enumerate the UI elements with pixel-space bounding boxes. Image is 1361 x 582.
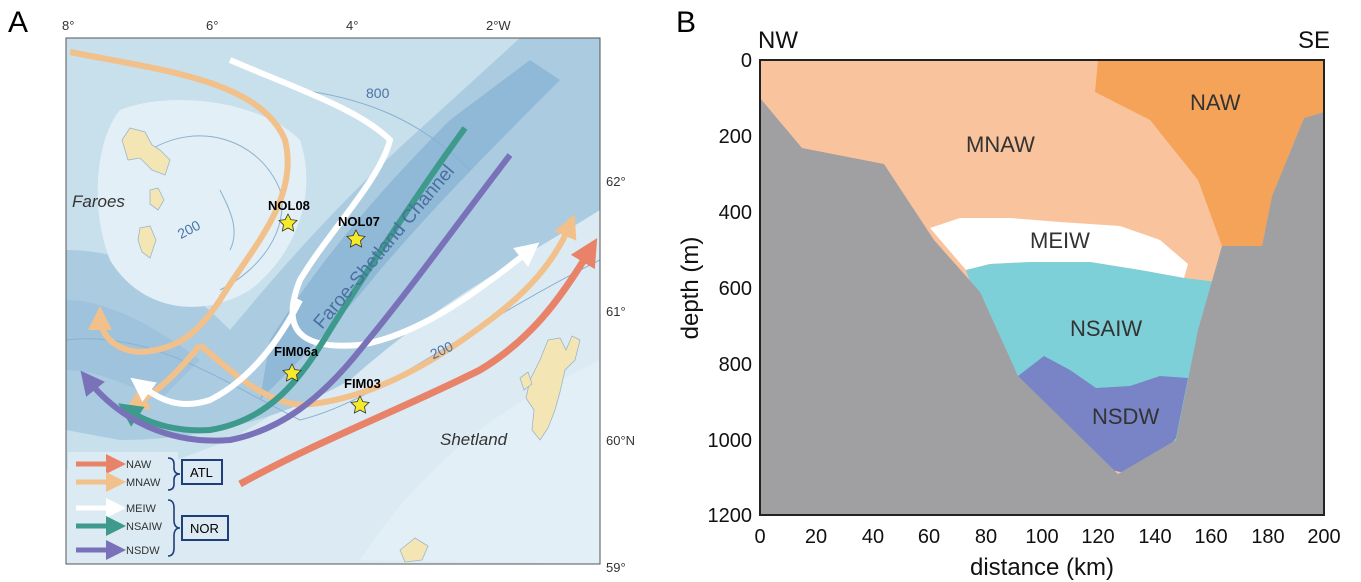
x-tick-label: 0 [754,526,765,548]
legend-group-atl [181,459,223,485]
station-fim03: FIM03 [344,376,381,414]
mnaw-current-arrow-b [198,213,577,409]
naw-region [1095,60,1324,246]
station-label: NOL07 [338,214,380,229]
contour-line [219,189,235,251]
lat-tick: 60°N [606,433,635,448]
lon-tick: 2°W [486,18,511,33]
map-legend: NAW MNAW MEIW NSAIW NSDW ATL NOR [68,452,229,562]
x-tick-label: 60 [918,526,940,548]
faroes-island [149,187,165,211]
nw-label: NW [758,27,798,54]
water-label-meiw: MEIW [1030,228,1090,253]
contour-line [299,89,471,171]
place-faroes: Faroes [72,192,125,211]
legend-bracket [167,457,181,491]
x-tick-label: 100 [1025,526,1058,548]
station-fim06a: FIM06a [274,344,319,382]
legend-group-label: NOR [190,521,219,536]
seafloor [760,98,1324,515]
x-axis: 0 20 40 60 80 100 120 140 160 180 200 di… [754,526,1340,581]
station-nol08: NOL08 [268,198,310,232]
map-border [65,37,601,565]
station-star-icon [350,395,370,414]
legend-group-label: ATL [190,465,213,480]
x-tick-label: 180 [1251,526,1284,548]
meiw-current-arrow-b [130,298,303,407]
x-tick-label: 40 [862,526,884,548]
x-axis-label: distance (km) [970,554,1114,581]
lon-tick: 4° [346,18,358,33]
naw-current-arrow [238,237,598,488]
panel-a-label: A [8,6,28,39]
contour-line [149,135,283,291]
y-tick-label: 200 [719,126,752,148]
meiw-region [930,218,1188,278]
bathymetry-channel [260,60,560,400]
contour-label-800: 800 [366,85,390,101]
lat-tick: 59° [606,560,626,575]
faroes-island [137,225,157,259]
orkney-island [399,537,429,563]
lon-tick: 8° [62,18,74,33]
station-label: NOL08 [268,198,310,213]
shetland-island [525,335,581,441]
y-tick-label: 400 [719,202,752,224]
y-axis-label: depth (m) [677,237,704,340]
x-tick-label: 160 [1194,526,1227,548]
section-plot [759,59,1325,516]
legend-label: NSAIW [126,521,163,533]
legend-bracket [167,499,181,557]
meiw-current-arrow-a [228,57,540,349]
legend-group-nor [181,515,229,541]
nsdw-current-arrow [80,153,513,444]
place-shetland: Shetland [440,430,508,449]
station-nol07: NOL07 [338,214,380,248]
x-tick-label: 140 [1138,526,1171,548]
lat-tick: 61° [606,304,626,319]
water-label-mnaw: MNAW [966,132,1035,157]
x-tick-label: 120 [1081,526,1114,548]
x-tick-label: 20 [805,526,827,548]
lon-tick: 6° [206,18,218,33]
x-tick-label: 80 [975,526,997,548]
plot-border [759,59,1325,516]
y-tick-label: 800 [719,354,752,376]
nsaiw-current-arrow [118,126,468,434]
station-label: FIM03 [344,376,381,391]
faroes-island [121,127,171,176]
map-frame: 800 200 200 Faroes Shetland Faroe-Shetla… [66,38,600,564]
x-tick-label: 200 [1307,526,1340,548]
lat-tick: 62° [606,174,626,189]
panel-b-label: B [676,6,696,39]
water-label-naw: NAW [1190,90,1241,115]
y-tick-label: 600 [719,278,752,300]
legend-label: NAW [126,459,152,471]
y-tick-label: 0 [741,50,752,72]
legend-label: NSDW [126,545,160,557]
y-axis: 0 200 400 600 800 1000 1200 depth (m) [677,50,752,527]
mnaw-current-arrow-a [69,49,291,356]
shetland-island [519,371,533,391]
station-star-icon [278,213,298,232]
water-label-nsaiw: NSAIW [1070,316,1142,341]
y-tick-label: 1200 [708,505,753,527]
se-label: SE [1298,27,1330,54]
station-star-icon [346,229,366,248]
station-label: FIM06a [274,344,319,359]
legend-label: MNAW [126,477,161,489]
legend-label: MEIW [126,503,157,515]
station-star-icon [282,363,302,382]
water-label-nsdw: NSDW [1092,404,1159,429]
y-tick-label: 1000 [708,430,753,452]
